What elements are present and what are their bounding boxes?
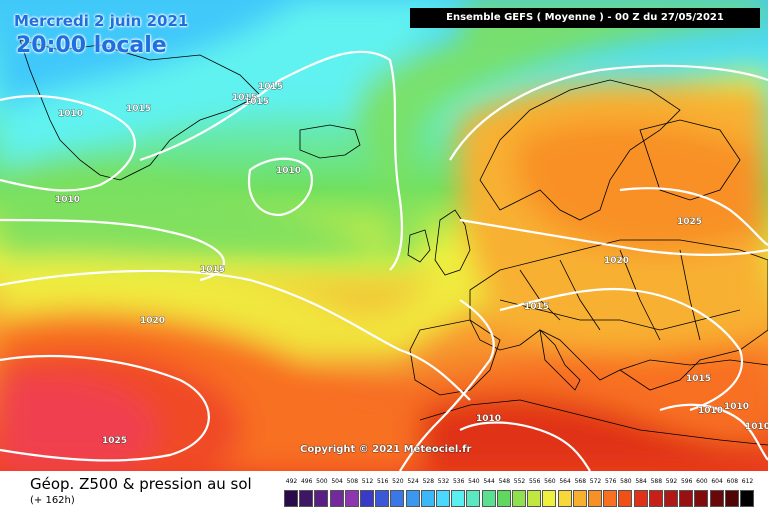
isobar-label: 1010 bbox=[276, 166, 301, 176]
scale-value-label: 612 bbox=[741, 478, 754, 485]
scale-value-label: 520 bbox=[392, 478, 404, 485]
scale-value-label: 512 bbox=[361, 478, 374, 485]
scale-value-label: 592 bbox=[665, 478, 678, 485]
scale-value-label: 604 bbox=[711, 478, 723, 485]
isobar-label: 1010 bbox=[724, 402, 749, 412]
scale-value-label: 580 bbox=[620, 478, 632, 485]
scale-value-label: 492 bbox=[285, 478, 298, 485]
scale-swatch bbox=[375, 490, 390, 507]
scale-swatch bbox=[466, 490, 481, 507]
scale-swatch bbox=[664, 490, 678, 507]
scale-swatch bbox=[360, 490, 374, 507]
scale-swatch bbox=[299, 490, 314, 507]
scale-value-label: 524 bbox=[407, 478, 419, 485]
isobar-label: 1020 bbox=[140, 316, 165, 326]
forecast-date-title: Mercredi 2 juin 2021 bbox=[14, 12, 189, 30]
isobar-label: 1025 bbox=[677, 217, 702, 227]
scale-value-label: 544 bbox=[483, 478, 495, 485]
geopotential-map-svg: 1010 1015 1010 1015 1015 1015 1010 1015 … bbox=[0, 0, 768, 471]
scale-swatch bbox=[557, 490, 572, 507]
isobar-label: 1010 bbox=[745, 422, 768, 432]
isobar-labels: 1010 1015 1010 1015 1015 1015 1010 1015 … bbox=[55, 82, 768, 447]
isobar-label: 1015 bbox=[524, 302, 549, 312]
isobar-label: 1015 bbox=[686, 374, 711, 384]
isobar-label: 1010 bbox=[58, 109, 83, 119]
scale-swatch bbox=[314, 490, 329, 507]
color-scale-labels: 492 496 500 504 508 512 516 520 524 528 532 536 540 5… bbox=[284, 478, 754, 488]
parameter-title: Géop. Z500 & pression au sol bbox=[30, 475, 252, 493]
forecast-local-time: 20:00 locale bbox=[16, 33, 167, 58]
scale-swatch bbox=[420, 490, 435, 507]
scale-swatch bbox=[633, 490, 648, 507]
scale-value-label: 508 bbox=[346, 478, 359, 485]
isobar-label: 1015 bbox=[244, 97, 269, 107]
model-run-banner: Ensemble GEFS ( Moyenne ) - 00 Z du 27/0… bbox=[410, 8, 760, 28]
scale-swatch bbox=[679, 490, 694, 507]
isobar-label: 1010 bbox=[55, 195, 80, 205]
scale-swatch bbox=[588, 490, 602, 507]
scale-swatch bbox=[390, 490, 405, 507]
scale-swatch bbox=[724, 490, 739, 507]
scale-value-label: 540 bbox=[468, 478, 480, 485]
scale-swatch bbox=[329, 490, 344, 507]
isobars bbox=[0, 50, 768, 471]
isobar-label: 1025 bbox=[102, 436, 127, 446]
scale-swatch bbox=[481, 490, 496, 507]
scale-value-label: 568 bbox=[574, 478, 587, 485]
scale-value-label: 588 bbox=[650, 478, 663, 485]
scale-swatch bbox=[542, 490, 557, 507]
scale-swatch bbox=[405, 490, 420, 507]
scale-swatch bbox=[451, 490, 466, 507]
scale-swatch bbox=[344, 490, 359, 507]
scale-swatch bbox=[648, 490, 663, 507]
isobar-label: 1010 bbox=[698, 406, 723, 416]
scale-value-label: 504 bbox=[331, 478, 343, 485]
scale-swatch bbox=[284, 490, 298, 507]
scale-value-label: 516 bbox=[376, 478, 389, 485]
isobar-label: 1015 bbox=[258, 82, 283, 92]
isobar-label: 1015 bbox=[200, 265, 225, 275]
scale-swatch bbox=[496, 490, 511, 507]
scale-value-label: 552 bbox=[513, 478, 526, 485]
copyright-notice: Copyright © 2021 Meteociel.fr bbox=[300, 444, 472, 455]
scale-value-label: 496 bbox=[300, 478, 313, 485]
scale-swatch bbox=[603, 490, 618, 507]
isobar-label: 1020 bbox=[604, 256, 629, 266]
isobar-label: 1015 bbox=[126, 104, 151, 114]
color-scale: 492 496 500 504 508 512 516 520 524 528 532 536 540 5… bbox=[284, 478, 754, 510]
scale-value-label: 572 bbox=[589, 478, 602, 485]
scale-value-label: 528 bbox=[422, 478, 435, 485]
scale-swatch bbox=[572, 490, 587, 507]
scale-swatch bbox=[527, 490, 542, 507]
scale-value-label: 564 bbox=[559, 478, 571, 485]
scale-value-label: 584 bbox=[635, 478, 647, 485]
scale-value-label: 600 bbox=[696, 478, 708, 485]
isobar-label: 1010 bbox=[476, 414, 501, 424]
scale-swatch bbox=[512, 490, 526, 507]
scale-value-label: 596 bbox=[680, 478, 693, 485]
scale-value-label: 536 bbox=[452, 478, 465, 485]
lead-time: (+ 162h) bbox=[30, 495, 75, 506]
isobar-label: 1015 bbox=[232, 93, 257, 103]
scale-swatch bbox=[740, 490, 754, 507]
scale-swatch bbox=[436, 490, 450, 507]
scale-value-label: 608 bbox=[726, 478, 739, 485]
scale-value-label: 576 bbox=[604, 478, 617, 485]
scale-value-label: 560 bbox=[544, 478, 556, 485]
scale-swatch bbox=[618, 490, 633, 507]
scale-value-label: 500 bbox=[316, 478, 328, 485]
scale-swatch bbox=[709, 490, 724, 507]
weather-map: 1010 1015 1010 1015 1015 1015 1010 1015 … bbox=[0, 0, 768, 471]
scale-value-label: 556 bbox=[528, 478, 541, 485]
color-scale-swatches bbox=[284, 490, 754, 507]
scale-value-label: 532 bbox=[437, 478, 450, 485]
scale-swatch bbox=[694, 490, 709, 507]
scale-value-label: 548 bbox=[498, 478, 511, 485]
